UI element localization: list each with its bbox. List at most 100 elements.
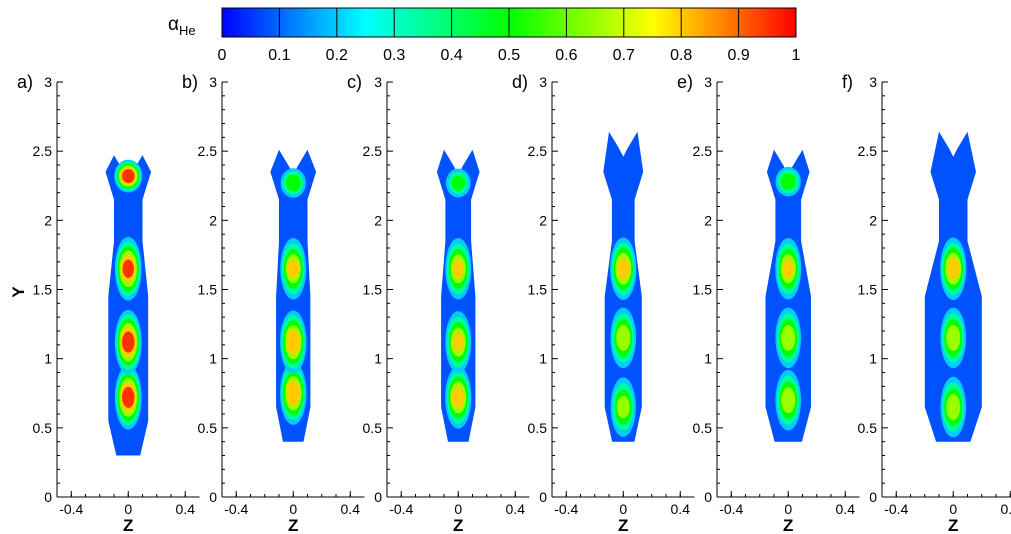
contour-level — [616, 324, 631, 351]
concentration-peak — [775, 307, 802, 369]
contour-level — [946, 394, 961, 421]
contour-level — [121, 169, 135, 183]
colorbar-label-main: α — [168, 14, 179, 35]
concentration-peak — [940, 237, 967, 300]
contour-level — [782, 259, 794, 278]
colorbar-tick-label: 0.3 — [383, 47, 405, 64]
concentration-peak — [775, 237, 802, 300]
panel-label: f) — [842, 72, 853, 92]
x-tick-label: -0.4 — [719, 501, 743, 517]
concentration-peak — [610, 307, 637, 369]
y-tick-label: 0 — [869, 489, 877, 505]
concentration-peak — [445, 366, 472, 429]
panel-label: c) — [347, 72, 362, 92]
panel-f: f) 0 0.5 1 1.5 2 2.5 3 -0.4 0 0.4 Z — [842, 72, 1011, 534]
contour-level — [946, 324, 961, 351]
concentration-peak — [280, 168, 306, 198]
x-tick-label: -0.4 — [554, 501, 578, 517]
x-tick-label: 0 — [949, 501, 957, 517]
y-tick-label: 2.5 — [363, 143, 383, 159]
concentration-peak — [775, 369, 802, 431]
x-tick-label: 0 — [124, 501, 132, 517]
y-tick-label: 2.5 — [198, 143, 218, 159]
y-tick-label: 1.5 — [858, 282, 878, 298]
y-tick-label: 3 — [44, 74, 52, 90]
y-tick-label: 2.5 — [858, 143, 878, 159]
x-tick-label: -0.4 — [59, 501, 83, 517]
contour-level — [122, 259, 134, 278]
colorbar-tick-label: 0.7 — [613, 47, 635, 64]
y-tick-label: 0.5 — [693, 420, 713, 436]
panel-e: e) 0 0.5 1 1.5 2 2.5 3 -0.4 0 0.4 Z — [677, 72, 860, 534]
y-tick-label: 0.5 — [528, 420, 548, 436]
concentration-peak — [114, 365, 142, 430]
concentration-peak — [940, 307, 967, 369]
x-tick-label: -0.4 — [884, 501, 908, 517]
panel-d: d) 0 0.5 1 1.5 2 2.5 3 -0.4 0 0.4 Z — [512, 72, 695, 534]
contour-level — [451, 386, 465, 409]
concentration-peak — [280, 237, 307, 300]
x-axis-title: Z — [453, 516, 463, 534]
y-tick-label: 3 — [374, 74, 382, 90]
contour-level — [285, 174, 301, 192]
y-tick-label: 3 — [704, 74, 712, 90]
concentration-peak — [280, 361, 307, 425]
contour-level — [287, 259, 299, 278]
y-tick-label: 0 — [374, 489, 382, 505]
y-tick-label: 1 — [869, 351, 877, 367]
y-tick-label: 0.5 — [198, 420, 218, 436]
y-tick-label: 0 — [209, 489, 217, 505]
concentration-peak — [445, 168, 471, 198]
concentration-peak — [940, 376, 967, 438]
y-tick-label: 1.5 — [33, 282, 53, 298]
x-tick-label: 0 — [289, 501, 297, 517]
y-tick-label: 0.5 — [858, 420, 878, 436]
y-tick-label: 2 — [44, 212, 52, 228]
x-tick-label: 0 — [454, 501, 462, 517]
y-tick-label: 2.5 — [693, 143, 713, 159]
contour-level — [452, 259, 464, 278]
colorbar-tick-label: 0.6 — [555, 47, 577, 64]
colorbar-tick-label: 0.1 — [268, 47, 290, 64]
concentration-peak — [775, 166, 801, 197]
panel-c: c) 0 0.5 1 1.5 2 2.5 3 -0.4 0 0.4 Z — [347, 72, 530, 534]
y-tick-label: 1.5 — [198, 282, 218, 298]
colorbar-tick-label: 1 — [792, 47, 801, 64]
contour-panels: a) 0 0.5 1 1.5 2 2.5 3 -0.4 0 0.4 Zb) 0 0.5 1 1.5 2 2.5 3 -… — [9, 72, 1011, 534]
y-tick-label: 3 — [539, 74, 547, 90]
y-tick-label: 1 — [44, 351, 52, 367]
x-axis-title: Z — [123, 516, 133, 534]
panel-label: d) — [512, 72, 528, 92]
y-tick-label: 2.5 — [33, 143, 53, 159]
y-tick-label: 1.5 — [528, 282, 548, 298]
colorbar-tick-label: 0.8 — [670, 47, 692, 64]
x-axis-title: Z — [948, 516, 958, 534]
y-tick-label: 0.5 — [33, 420, 53, 436]
concentration-peak — [280, 310, 307, 374]
x-tick-label: 0.4 — [506, 501, 526, 517]
x-tick-label: 0.4 — [671, 501, 691, 517]
y-tick-label: 0 — [539, 489, 547, 505]
contour-level — [452, 332, 464, 352]
x-tick-label: -0.4 — [389, 501, 413, 517]
y-tick-label: 2 — [374, 212, 382, 228]
colorbar-tick-labels: 0 0.1 0.2 0.3 0.4 0.5 0.6 0.7 0.8 0.9 1 — [218, 47, 801, 64]
y-tick-label: 0.5 — [363, 420, 383, 436]
y-tick-label: 1 — [539, 351, 547, 367]
y-tick-label: 2 — [869, 212, 877, 228]
y-tick-label: 0 — [44, 489, 52, 505]
concentration-peak — [114, 236, 142, 301]
y-tick-label: 1.5 — [363, 282, 383, 298]
x-tick-label: 0.4 — [176, 501, 196, 517]
y-tick-label: 2 — [209, 212, 217, 228]
colorbar-tick-label: 0.4 — [440, 47, 462, 64]
y-tick-label: 1 — [704, 351, 712, 367]
colorbar-tick-label: 0.9 — [727, 47, 749, 64]
contour-level — [781, 324, 796, 351]
y-tick-label: 2 — [704, 212, 712, 228]
colorbar-tick-label: 0.2 — [326, 47, 348, 64]
x-tick-label: 0.4 — [341, 501, 361, 517]
colorbar-tick-label: 0 — [218, 47, 227, 64]
x-tick-label: 0 — [784, 501, 792, 517]
